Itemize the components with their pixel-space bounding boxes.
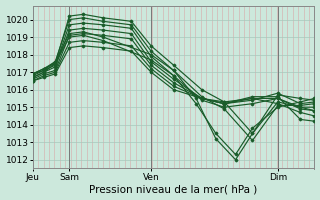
- X-axis label: Pression niveau de la mer( hPa ): Pression niveau de la mer( hPa ): [90, 184, 258, 194]
